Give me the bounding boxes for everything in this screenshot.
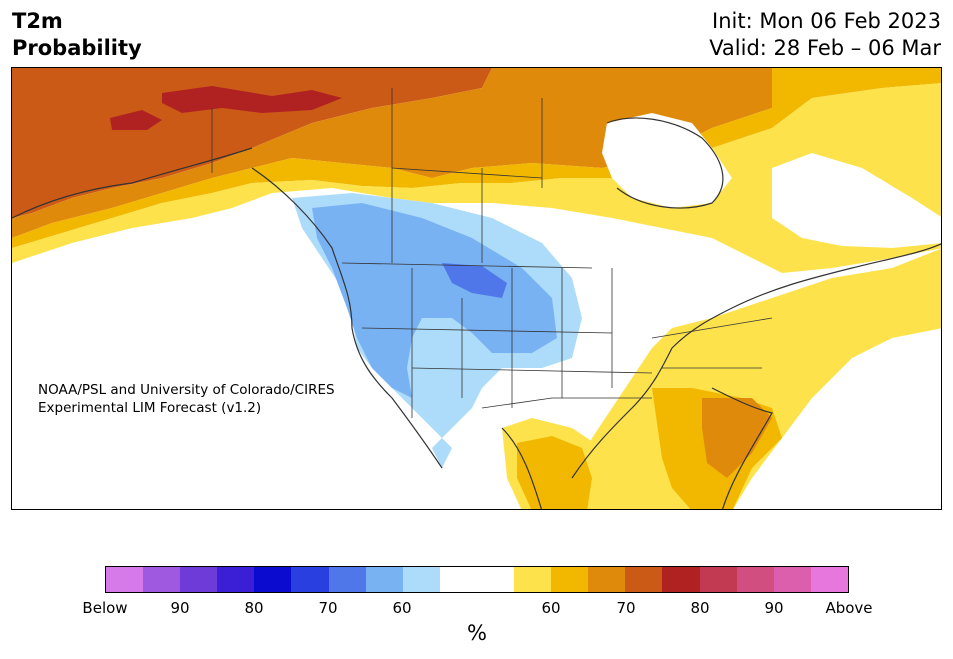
tick-below-70: 70 — [318, 599, 338, 617]
tick-below-80: 80 — [244, 599, 264, 617]
product-title: Probability — [12, 36, 142, 60]
tick-below-90: 90 — [170, 599, 190, 617]
colorbar-cell — [254, 567, 292, 592]
region-above-60-band — [12, 68, 941, 248]
tick-below-60: 60 — [392, 599, 412, 617]
map-title: T2m Probability — [12, 8, 142, 62]
region-labrador-white — [772, 153, 941, 248]
tick-above-70: 70 — [616, 599, 636, 617]
colorbar-cell — [514, 567, 552, 592]
region-above-80 — [162, 86, 342, 113]
colorbar-cell — [699, 567, 737, 592]
credit-line-2: Experimental LIM Forecast (v1.2) — [38, 400, 262, 416]
colorbar-cell — [402, 567, 440, 592]
colorbar-cell — [291, 567, 329, 592]
tick-above-90: 90 — [764, 599, 784, 617]
credit-line-1: NOAA/PSL and University of Colorado/CIRE… — [38, 382, 335, 398]
colorbar-cell — [476, 567, 515, 592]
colorbar-cell — [143, 567, 181, 592]
colorbar-cell — [625, 567, 663, 592]
forecast-map — [11, 67, 942, 510]
region-below-70 — [442, 263, 507, 298]
init-date: Init: Mon 06 Feb 2023 — [712, 9, 941, 33]
colorbar-cell — [439, 567, 477, 592]
map-svg — [12, 68, 941, 509]
colorbar-cell — [106, 567, 144, 592]
colorbar-cell — [180, 567, 218, 592]
credit-text: NOAA/PSL and University of Colorado/CIRE… — [38, 381, 335, 417]
coastlines — [12, 117, 941, 509]
colorbar-cell — [328, 567, 366, 592]
colorbar-cell — [773, 567, 811, 592]
colorbar-unit: % — [467, 621, 487, 645]
region-above-70 — [12, 68, 492, 218]
probability-colorbar — [105, 566, 849, 593]
colorbar-cell — [588, 567, 626, 592]
variable-title: T2m — [12, 9, 63, 33]
region-above-70-southeast — [702, 398, 772, 478]
political-borders — [211, 88, 773, 418]
colorbar-cell — [662, 567, 700, 592]
colorbar-cell — [810, 567, 848, 592]
date-info: Init: Mon 06 Feb 2023 Valid: 28 Feb – 06… — [709, 8, 941, 62]
colorbar-cell — [736, 567, 774, 592]
tick-above: Above — [825, 599, 873, 617]
region-above-50-canada — [12, 83, 941, 273]
tick-above-60: 60 — [541, 599, 561, 617]
tick-below: Below — [82, 599, 128, 617]
tick-above-80: 80 — [690, 599, 710, 617]
colorbar-cell — [217, 567, 255, 592]
colorbar-cell — [365, 567, 403, 592]
valid-range: Valid: 28 Feb – 06 Mar — [709, 36, 941, 60]
region-above-80-small — [110, 110, 162, 130]
region-below-60 — [312, 203, 557, 398]
region-above-50-east — [572, 248, 941, 509]
colorbar-cell — [551, 567, 589, 592]
